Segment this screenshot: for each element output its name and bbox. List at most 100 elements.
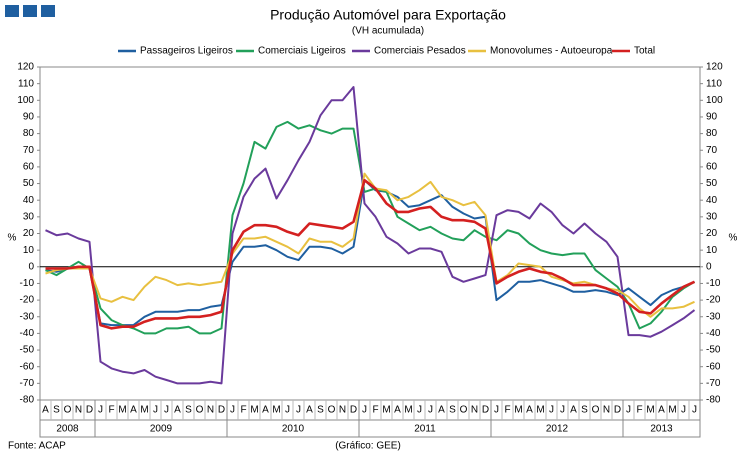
- x-tick-label: D: [350, 405, 357, 416]
- y2-axis-label: %: [729, 233, 738, 244]
- x-tick-label: D: [482, 405, 489, 416]
- x-tick-label: S: [317, 405, 324, 416]
- y-tick-label: -10: [20, 278, 35, 289]
- legend-label: Total: [634, 46, 655, 57]
- x-tick-label: J: [98, 405, 103, 416]
- y-tick-label: -70: [20, 378, 35, 389]
- legend-label: Comerciais Ligeiros: [258, 46, 346, 57]
- legend-label: Monovolumes - Autoeuropa: [490, 46, 613, 57]
- x-tick-label: M: [646, 405, 654, 416]
- y2-tick-label: -20: [706, 295, 721, 306]
- series-line: [45, 120, 696, 335]
- x-tick-label: J: [285, 405, 290, 416]
- y2-tick-label: 30: [706, 211, 718, 222]
- logo-square: [5, 5, 19, 17]
- x-tick-label: A: [438, 405, 445, 416]
- x-tick-label: M: [250, 405, 258, 416]
- y-tick-label: 60: [23, 162, 35, 173]
- legend-label: Passageiros Ligeiros: [140, 46, 233, 57]
- x-tick-label: O: [196, 405, 204, 416]
- x-tick-label: F: [636, 405, 642, 416]
- x-tick-label: J: [230, 405, 235, 416]
- y-tick-label: 20: [23, 228, 35, 239]
- y-tick-label: -50: [20, 345, 35, 356]
- x-tick-label: S: [53, 405, 60, 416]
- x-tick-label: M: [382, 405, 390, 416]
- y-tick-label: -20: [20, 295, 35, 306]
- x-tick-label: M: [668, 405, 676, 416]
- y-tick-label: 90: [23, 112, 35, 123]
- chart-title: Produção Automóvel para Exportação: [270, 7, 506, 23]
- x-tick-label: J: [549, 405, 554, 416]
- x-tick-label: S: [449, 405, 456, 416]
- series-line: [45, 172, 695, 318]
- x-tick-label: S: [185, 405, 192, 416]
- year-label: 2011: [414, 424, 436, 435]
- y2-tick-label: 0: [706, 261, 712, 272]
- x-tick-label: A: [658, 405, 665, 416]
- y-tick-label: 0: [28, 261, 34, 272]
- x-tick-label: O: [460, 405, 468, 416]
- x-tick-label: N: [207, 405, 214, 416]
- y-tick-label: 120: [17, 62, 34, 73]
- x-tick-label: M: [514, 405, 522, 416]
- x-tick-label: A: [394, 405, 401, 416]
- x-tick-label: A: [570, 405, 577, 416]
- series-line: [45, 178, 696, 330]
- x-tick-label: M: [272, 405, 280, 416]
- x-tick-label: J: [153, 405, 158, 416]
- x-tick-label: J: [692, 405, 697, 416]
- x-tick-label: J: [428, 405, 433, 416]
- y-tick-label: 80: [23, 128, 35, 139]
- x-tick-label: F: [504, 405, 510, 416]
- x-tick-label: D: [614, 405, 621, 416]
- x-tick-label: A: [174, 405, 181, 416]
- y-tick-label: 50: [23, 178, 35, 189]
- x-tick-label: J: [164, 405, 169, 416]
- y2-tick-label: -10: [706, 278, 721, 289]
- y2-tick-label: 20: [706, 228, 718, 239]
- x-tick-label: J: [560, 405, 565, 416]
- x-tick-label: A: [306, 405, 313, 416]
- year-label: 2009: [150, 424, 173, 435]
- y2-tick-label: 70: [706, 145, 718, 156]
- x-tick-label: J: [681, 405, 686, 416]
- x-tick-label: N: [471, 405, 478, 416]
- x-tick-label: M: [118, 405, 126, 416]
- year-label: 2010: [282, 424, 305, 435]
- y2-tick-label: -40: [706, 328, 721, 339]
- logo-square: [23, 5, 37, 17]
- plot-frame: [39, 66, 701, 438]
- y2-tick-label: -80: [706, 395, 721, 406]
- source: Fonte: ACAP: [8, 441, 66, 452]
- x-tick-label: J: [296, 405, 301, 416]
- y2-tick-label: 80: [706, 128, 718, 139]
- y-tick-label: -60: [20, 361, 35, 372]
- y-tick-label: -80: [20, 395, 35, 406]
- y2-tick-label: 100: [706, 95, 723, 106]
- y2-tick-label: 90: [706, 112, 718, 123]
- y-tick-label: 30: [23, 211, 35, 222]
- y-tick-label: -40: [20, 328, 35, 339]
- x-tick-label: S: [581, 405, 588, 416]
- y2-tick-label: 110: [706, 78, 722, 89]
- x-tick-label: J: [494, 405, 499, 416]
- x-tick-label: J: [362, 405, 367, 416]
- y2-tick-label: -60: [706, 361, 721, 372]
- x-tick-label: D: [218, 405, 225, 416]
- y2-tick-label: 60: [706, 162, 718, 173]
- x-tick-label: O: [64, 405, 72, 416]
- y2-tick-label: 120: [706, 62, 723, 73]
- year-label: 2013: [650, 424, 673, 435]
- x-tick-label: M: [404, 405, 412, 416]
- x-tick-label: F: [240, 405, 246, 416]
- y-tick-label: 10: [23, 245, 35, 256]
- x-tick-label: O: [328, 405, 336, 416]
- x-tick-label: J: [626, 405, 631, 416]
- x-tick-label: F: [108, 405, 114, 416]
- year-label: 2012: [546, 424, 569, 435]
- y2-tick-label: -30: [706, 311, 721, 322]
- x-tick-label: A: [130, 405, 137, 416]
- x-tick-label: A: [526, 405, 533, 416]
